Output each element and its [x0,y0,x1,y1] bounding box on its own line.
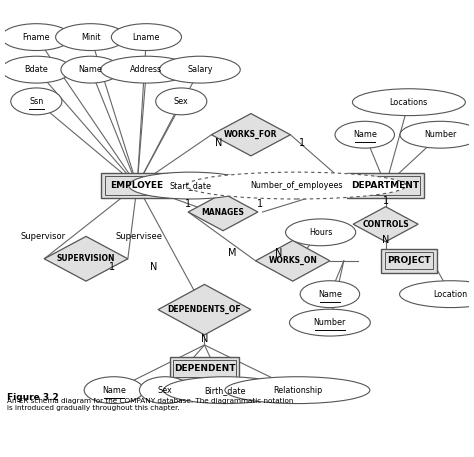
Ellipse shape [353,89,465,116]
Text: Number: Number [424,130,456,139]
Text: Fname: Fname [23,32,50,42]
Text: WORKS_FOR: WORKS_FOR [224,130,278,139]
Text: 1: 1 [383,196,389,206]
Text: Birth_date: Birth_date [205,386,246,395]
Ellipse shape [1,56,72,83]
Ellipse shape [225,377,370,404]
Bar [385,252,433,269]
Ellipse shape [100,56,192,83]
Ellipse shape [164,377,287,404]
Text: 1: 1 [185,199,191,209]
Text: SUPERVISION: SUPERVISION [57,254,115,263]
Text: Sex: Sex [158,386,173,395]
Polygon shape [353,207,418,242]
Text: Salary: Salary [187,65,212,74]
Polygon shape [211,114,291,156]
Text: EMPLOYEE: EMPLOYEE [110,181,164,190]
Text: PROJECT: PROJECT [387,256,431,266]
Text: Lname: Lname [133,32,160,42]
Text: Figure 3.2: Figure 3.2 [7,393,59,402]
Text: N: N [150,262,157,272]
Text: Locations: Locations [390,98,428,106]
Ellipse shape [1,24,72,51]
Bar [351,176,420,195]
Text: Minit: Minit [81,32,100,42]
Polygon shape [158,284,251,335]
Ellipse shape [335,121,394,148]
Polygon shape [44,236,128,281]
Ellipse shape [129,172,252,199]
Text: Name: Name [102,386,126,395]
Text: M: M [228,248,237,258]
Text: Bdate: Bdate [25,65,48,74]
Text: Supervisor: Supervisor [20,232,65,241]
Ellipse shape [139,377,191,404]
Text: 1: 1 [109,262,115,272]
Text: N: N [201,334,208,344]
Text: MANAGES: MANAGES [201,207,245,217]
Text: N: N [382,235,389,245]
Ellipse shape [84,377,144,404]
Bar [381,249,437,273]
Text: Sex: Sex [174,97,189,106]
Text: Number: Number [314,318,346,327]
Bar [173,360,236,377]
Ellipse shape [11,88,62,115]
Text: Relationship: Relationship [273,386,322,395]
Text: 1: 1 [257,199,263,209]
Ellipse shape [285,219,356,246]
Ellipse shape [155,88,207,115]
Text: Name: Name [79,65,102,74]
Text: Name: Name [318,290,342,299]
Ellipse shape [300,281,360,308]
Text: N: N [215,138,222,148]
Polygon shape [255,240,330,281]
Text: Hours: Hours [309,228,332,237]
Text: Address: Address [130,65,163,74]
Ellipse shape [111,24,182,51]
Bar [170,357,239,380]
Bar [347,173,424,198]
Ellipse shape [400,121,474,148]
Text: Supervisee: Supervisee [116,232,163,241]
Text: An ER schema diagram for the COMPANY database. The diagrammatic notation
is intr: An ER schema diagram for the COMPANY dat… [7,399,293,411]
Text: Start_date: Start_date [170,181,211,190]
Text: N: N [275,249,283,259]
Text: Location: Location [434,290,468,299]
Text: Ssn: Ssn [29,97,44,106]
Bar [105,176,169,195]
Ellipse shape [61,56,120,83]
Ellipse shape [400,281,474,308]
Polygon shape [188,193,258,231]
Text: DEPARTMENT: DEPARTMENT [352,181,419,190]
Ellipse shape [159,56,240,83]
Text: DEPENDENT: DEPENDENT [174,364,235,373]
Text: CONTROLS: CONTROLS [362,220,409,228]
Text: Name: Name [353,130,377,139]
Ellipse shape [55,24,126,51]
Ellipse shape [290,309,370,336]
Text: 1: 1 [299,138,305,148]
Bar [101,173,173,198]
Text: Number_of_employees: Number_of_employees [250,181,343,190]
Text: DEPENDENTS_OF: DEPENDENTS_OF [168,305,241,314]
Text: WORKS_ON: WORKS_ON [268,256,317,266]
Ellipse shape [187,172,406,199]
